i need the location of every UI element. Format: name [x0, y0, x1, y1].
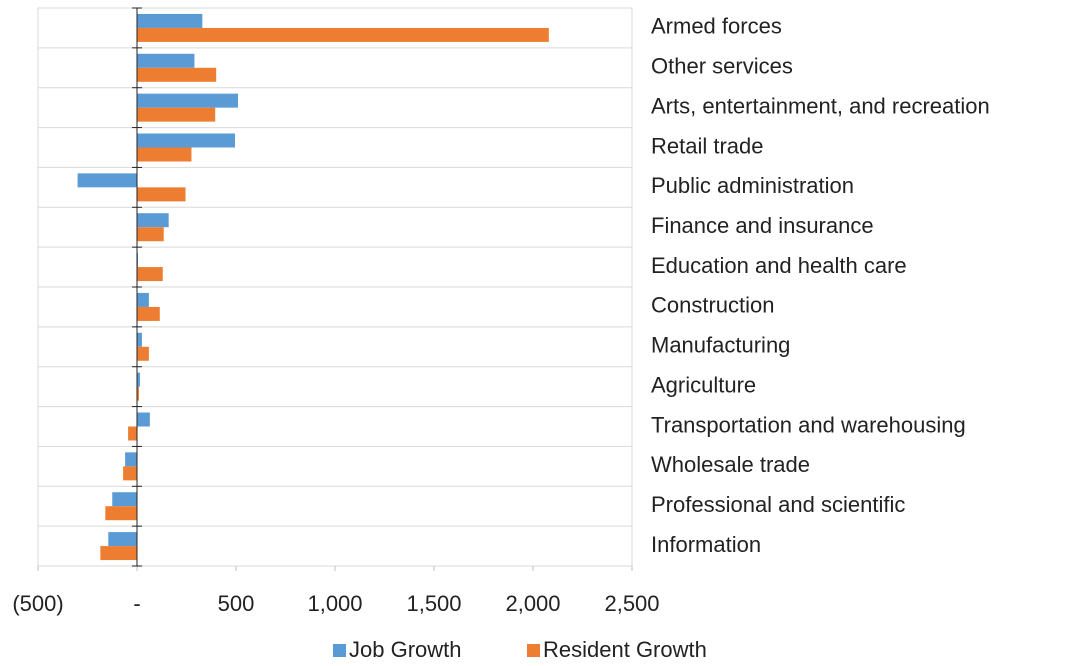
x-tick-label: -	[133, 591, 140, 616]
bar	[137, 372, 140, 387]
bar	[137, 213, 169, 228]
bar	[137, 412, 150, 427]
category-label: Manufacturing	[651, 333, 790, 358]
x-tick-label: 2,500	[604, 591, 659, 616]
bar	[137, 306, 160, 321]
bar	[137, 332, 142, 347]
category-label: Armed forces	[651, 14, 782, 39]
x-tick-label: 500	[218, 591, 255, 616]
bar	[112, 492, 137, 507]
x-tick-label: 2,000	[505, 591, 560, 616]
bar	[137, 133, 236, 148]
category-label: Finance and insurance	[651, 213, 874, 238]
legend-label: Resident Growth	[543, 637, 707, 662]
bar	[137, 93, 238, 108]
category-label: Construction	[651, 293, 775, 318]
bar	[125, 452, 137, 467]
category-label: Information	[651, 532, 761, 557]
bar	[137, 147, 192, 162]
x-tick-label: 1,000	[307, 591, 362, 616]
bar	[137, 27, 549, 42]
bar	[137, 292, 149, 307]
bar	[137, 107, 216, 122]
bar	[77, 173, 137, 188]
bar	[123, 466, 137, 481]
bar	[105, 506, 137, 521]
category-label: Education and health care	[651, 253, 907, 278]
bar	[137, 227, 164, 242]
category-label: Agriculture	[651, 372, 756, 397]
x-tick-label: 1,500	[406, 591, 461, 616]
bar	[137, 187, 186, 202]
bar	[137, 346, 149, 361]
bar	[137, 67, 217, 82]
bar	[128, 426, 137, 441]
bar	[137, 53, 195, 68]
category-label: Retail trade	[651, 133, 764, 158]
category-label: Transportation and warehousing	[651, 412, 966, 437]
legend-label: Job Growth	[349, 637, 462, 662]
category-label: Other services	[651, 54, 793, 79]
legend-swatch	[527, 644, 540, 657]
bar	[100, 546, 137, 561]
category-label: Public administration	[651, 173, 854, 198]
category-label: Arts, entertainment, and recreation	[651, 93, 990, 118]
category-label: Wholesale trade	[651, 452, 810, 477]
bar	[137, 386, 139, 401]
bar	[108, 532, 137, 547]
bar	[137, 13, 203, 28]
bar	[137, 267, 163, 282]
x-tick-label: (500)	[12, 591, 63, 616]
category-label: Professional and scientific	[651, 492, 905, 517]
legend-swatch	[333, 644, 346, 657]
